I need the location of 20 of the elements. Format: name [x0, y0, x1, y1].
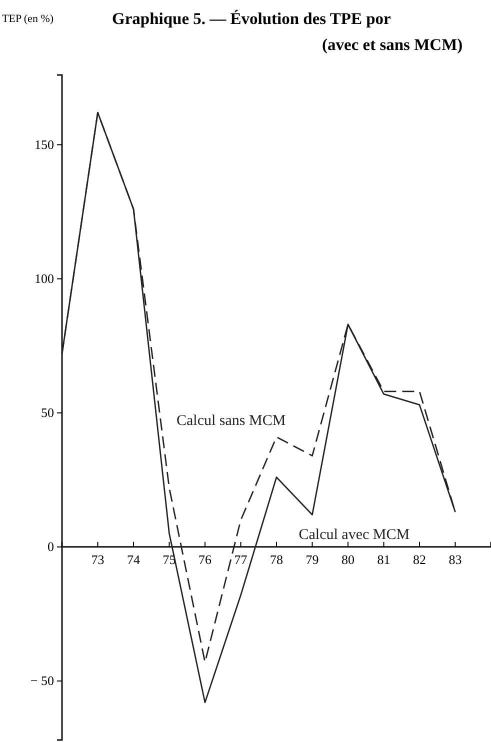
x-tick-label: 83	[448, 552, 462, 568]
chart-title: Graphique 5. — Évolution des TPE por	[112, 9, 391, 28]
series-label: Calcul avec MCM	[298, 526, 410, 543]
chart-subtitle: (avec et sans MCM)	[322, 35, 463, 54]
y-tick-label: 150	[34, 136, 54, 152]
x-tick-label: 77	[234, 552, 248, 568]
series-label: Calcul sans MCM	[176, 412, 286, 429]
y-axis-title: TEP (en %)	[2, 13, 54, 25]
y-tick-label: 100	[34, 270, 54, 286]
x-tick-label: 82	[413, 552, 426, 568]
y-tick-label: − 50	[30, 673, 54, 688]
y-tick-label: 0	[48, 539, 54, 554]
x-tick-label: 73	[91, 552, 104, 568]
x-tick-label: 81	[377, 552, 390, 568]
x-tick-label: 78	[270, 552, 283, 568]
x-tick-label: 76	[198, 552, 212, 568]
x-tick-label: 74	[127, 552, 140, 568]
y-tick-label: 50	[41, 405, 54, 420]
x-tick-label: 79	[306, 552, 319, 568]
x-tick-label: 80	[342, 552, 354, 568]
